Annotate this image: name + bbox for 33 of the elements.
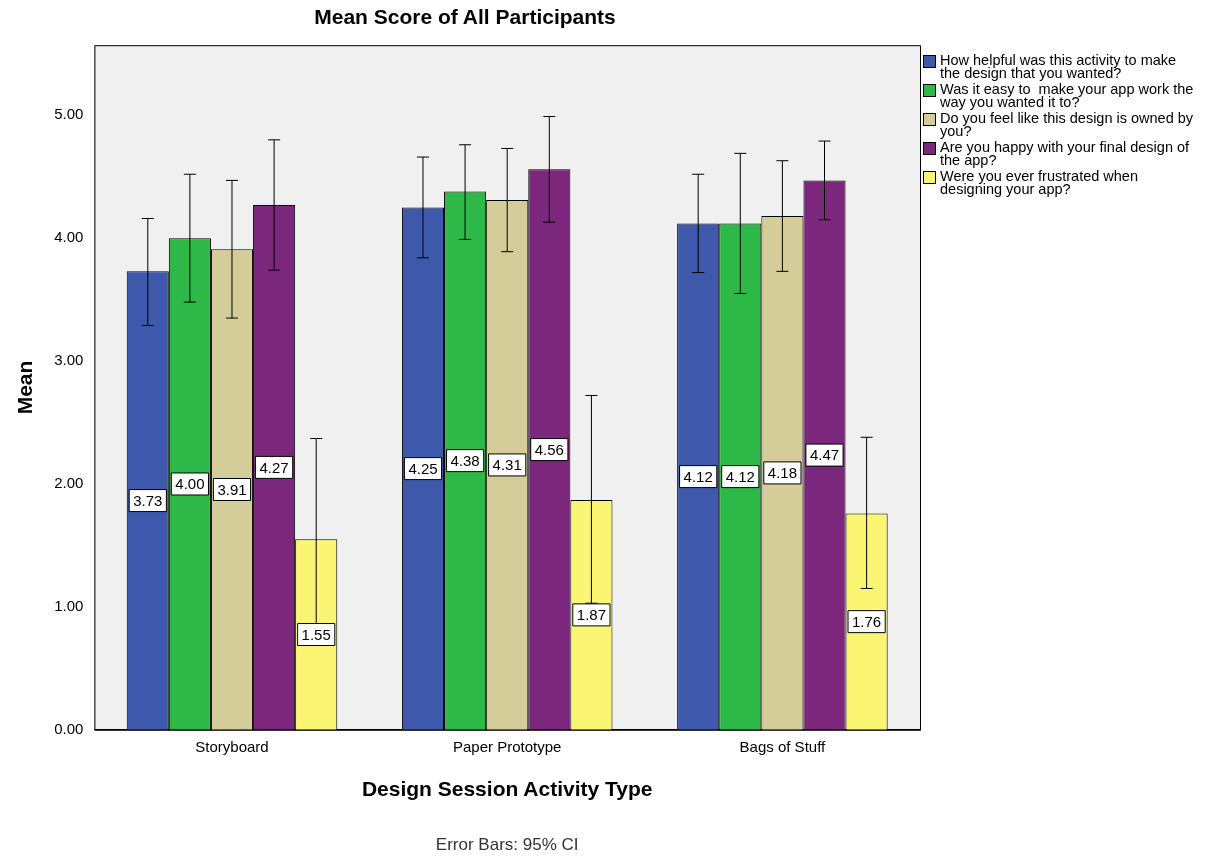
data-label: 3.91 — [217, 480, 247, 498]
y-axis-title: Mean — [13, 360, 37, 415]
y-tick-label: 4.00 — [54, 228, 84, 246]
data-label: 4.00 — [175, 475, 205, 493]
x-tick-label: Paper Prototype — [452, 737, 562, 755]
data-label: 3.73 — [133, 491, 163, 509]
x-tick-label: Bags of Stuff — [739, 737, 827, 755]
data-label: 4.56 — [534, 440, 564, 458]
x-axis-title: Design Session Activity Type — [361, 777, 653, 801]
legend-label: How helpful was this activity to make the design that you wanted? — [940, 52, 1178, 82]
data-label: 4.12 — [725, 467, 755, 485]
data-label: 4.31 — [492, 456, 522, 474]
data-label: 4.18 — [767, 464, 797, 482]
legend-label: Was it easy to make your app work the way you wanted it to? — [940, 81, 1195, 111]
data-label: 4.25 — [408, 459, 438, 477]
data-label: 4.27 — [259, 458, 289, 476]
data-label: 4.38 — [450, 451, 480, 469]
data-label: 4.47 — [809, 446, 840, 464]
legend-label: Do you feel like this design is owned by you? — [940, 110, 1195, 140]
y-tick-label: 2.00 — [54, 474, 84, 492]
data-label: 4.12 — [683, 467, 713, 485]
x-tick-label: Storyboard — [195, 737, 269, 755]
y-tick-label: 0.00 — [54, 719, 84, 737]
text: Error Bars: 95% CI — [435, 834, 579, 854]
y-tick-label: 5.00 — [54, 105, 84, 123]
legend-label: Were you ever frustrated when designing your app? — [940, 168, 1139, 198]
data-label: 1.55 — [301, 625, 331, 643]
data-label: 1.87 — [576, 606, 607, 624]
y-tick-label: 1.00 — [54, 597, 84, 615]
legend-label: Are you happy with your final design of the app? — [940, 139, 1191, 169]
y-tick-label: 3.00 — [54, 351, 84, 369]
chart-title: Mean Score of All Participants — [314, 5, 616, 29]
data-label: 1.76 — [852, 612, 882, 630]
